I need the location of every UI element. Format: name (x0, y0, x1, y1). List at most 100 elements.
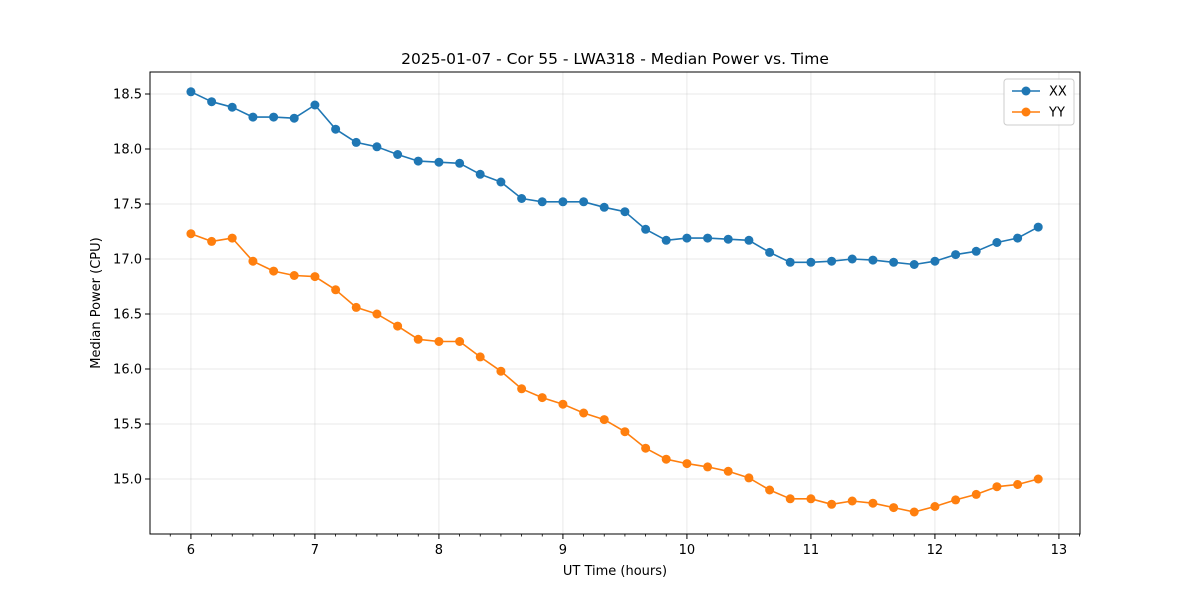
data-point-yy (723, 466, 733, 476)
data-point-yy (930, 502, 940, 511)
data-point-xx (558, 197, 568, 207)
y-tick-label: 16.5 (113, 308, 142, 323)
data-point-yy (889, 503, 899, 513)
data-point-yy (682, 459, 692, 469)
y-axis: 15.0 15.5 16.0 16.5 17.0 17.5 18.0 18.5 (113, 88, 150, 488)
data-point-yy (827, 499, 837, 509)
y-tick-label: 18.0 (113, 143, 142, 158)
y-tick-label: 16.0 (113, 363, 142, 378)
data-point-yy (331, 285, 341, 295)
data-point-xx (723, 234, 733, 244)
data-point-yy (227, 233, 237, 243)
data-point-xx (992, 238, 1002, 247)
data-point-xx (785, 257, 795, 267)
data-point-xx (971, 246, 981, 256)
data-point-xx (889, 257, 899, 267)
data-point-yy (992, 482, 1002, 492)
data-point-yy (289, 271, 299, 280)
x-tick-label: 13 (1051, 543, 1068, 558)
data-point-xx (930, 256, 940, 266)
data-point-yy (310, 272, 320, 282)
data-point-xx (269, 112, 279, 122)
data-point-yy (765, 485, 775, 495)
legend-label-yy: YY (1048, 106, 1065, 121)
data-point-xx (909, 260, 919, 269)
x-tick-label: 11 (803, 543, 820, 558)
data-point-yy (620, 427, 630, 437)
data-point-yy (186, 229, 196, 239)
data-point-yy (785, 494, 795, 504)
data-point-xx (186, 87, 196, 97)
x-tick-label: 12 (927, 543, 944, 558)
data-point-yy (579, 408, 589, 418)
data-point-xx (827, 256, 837, 266)
legend-label-xx: XX (1049, 85, 1067, 100)
data-point-xx (207, 97, 217, 107)
data-point-xx (703, 233, 713, 243)
data-point-yy (951, 495, 961, 505)
data-point-xx (951, 250, 961, 260)
data-point-yy (372, 309, 382, 319)
data-point-xx (1013, 233, 1023, 243)
data-point-xx (475, 169, 485, 179)
data-point-yy (744, 473, 754, 483)
data-point-xx (661, 235, 671, 245)
grid (150, 72, 1080, 534)
data-point-yy (434, 337, 444, 346)
data-point-yy (269, 266, 279, 276)
data-point-yy (847, 496, 857, 506)
data-point-yy (909, 507, 919, 517)
x-tick-label: 6 (187, 543, 195, 558)
data-point-xx (331, 124, 341, 134)
data-point-xx (413, 156, 423, 166)
data-point-yy (248, 256, 258, 266)
data-point-xx (765, 247, 775, 257)
legend: XX YY (1003, 78, 1075, 126)
data-point-xx (372, 142, 382, 152)
data-point-yy (393, 321, 403, 331)
data-point-xx (868, 255, 878, 265)
data-point-xx (434, 157, 444, 167)
data-point-yy (1013, 480, 1023, 489)
data-point-yy (806, 494, 816, 504)
legend-marker-yy (1021, 107, 1031, 117)
data-point-xx (310, 100, 320, 110)
data-point-yy (641, 443, 651, 453)
data-point-yy (537, 393, 547, 403)
data-point-xx (744, 235, 754, 245)
data-point-yy (475, 352, 485, 362)
y-axis-label: Median Power (CPU) (89, 237, 104, 368)
data-point-yy (351, 302, 361, 312)
data-point-xx (393, 150, 403, 159)
data-point-yy (661, 454, 671, 464)
data-point-xx (806, 257, 816, 267)
y-tick-label: 17.5 (113, 198, 142, 213)
data-point-yy (413, 334, 423, 344)
data-point-xx (641, 224, 651, 234)
data-point-xx (682, 233, 692, 243)
data-point-yy (496, 366, 506, 376)
data-point-xx (248, 112, 258, 122)
series-layer (186, 87, 1043, 517)
data-point-yy (455, 337, 465, 346)
data-point-xx (1033, 222, 1043, 232)
chart-title: 2025-01-07 - Cor 55 - LWA318 - Median Po… (401, 50, 829, 68)
legend-marker-xx (1021, 86, 1031, 96)
data-point-yy (703, 462, 713, 472)
x-tick-label: 7 (311, 543, 319, 558)
x-tick-label: 8 (435, 543, 443, 558)
data-point-xx (496, 177, 506, 187)
y-tick-label: 15.0 (113, 473, 142, 488)
data-point-xx (620, 207, 630, 217)
data-point-xx (227, 102, 237, 112)
data-point-xx (599, 202, 609, 212)
x-axis-label: UT Time (hours) (563, 564, 667, 579)
data-point-xx (579, 197, 589, 207)
data-point-yy (207, 236, 217, 246)
data-point-yy (599, 415, 609, 425)
data-point-xx (847, 254, 857, 264)
data-point-yy (517, 384, 527, 394)
